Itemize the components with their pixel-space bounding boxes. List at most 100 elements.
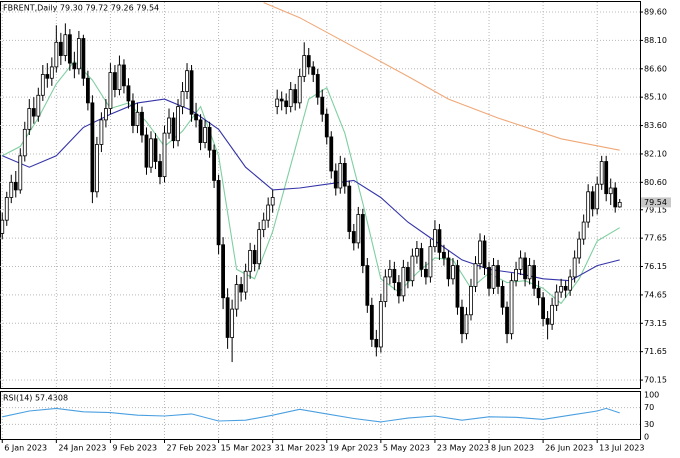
candle-body: [446, 257, 451, 280]
candle-body: [194, 113, 198, 121]
candle-body: [320, 96, 325, 115]
y-tick-label: 73.15: [644, 319, 667, 328]
candle-body: [360, 214, 365, 266]
candle-body: [297, 75, 302, 104]
candle-body: [212, 149, 216, 181]
y-tick-label: 80.60: [644, 178, 667, 187]
candle-body: [275, 98, 280, 108]
candle-body: [523, 257, 527, 280]
candle-body: [509, 280, 514, 335]
candle-body: [586, 191, 591, 223]
main-frame: [0, 1, 641, 389]
candle-body: [90, 102, 95, 193]
candle-body: [27, 108, 32, 130]
candle-body: [45, 74, 50, 79]
rsi-tick-label: 30: [644, 420, 654, 429]
candle-body: [374, 338, 379, 348]
candle-body: [225, 297, 230, 338]
candle-body: [613, 187, 618, 208]
candle-body: [392, 268, 397, 284]
candle-body: [559, 285, 564, 293]
candle-body: [478, 240, 482, 265]
candle-body: [369, 304, 374, 340]
candle-body: [67, 34, 72, 64]
candle-body: [284, 100, 289, 108]
candle-body: [514, 268, 518, 282]
candle-body: [171, 117, 176, 142]
candle-body: [40, 74, 45, 96]
x-tick-label: 13 Jul 2023: [599, 444, 644, 453]
y-tick-label: 82.10: [644, 149, 667, 158]
candle-body: [230, 308, 235, 338]
candle-body: [387, 268, 392, 278]
rsi-frame: [0, 391, 641, 440]
candle-body: [135, 111, 140, 126]
candle-body: [505, 306, 509, 335]
candle-body: [469, 285, 473, 316]
y-tick-label: 77.65: [644, 234, 667, 243]
y-tick-label: 85.10: [644, 93, 667, 102]
candle-body: [487, 267, 491, 289]
candle-body: [311, 66, 316, 75]
candle-body: [451, 265, 455, 280]
candle-body: [0, 219, 5, 234]
candle-body: [266, 204, 271, 221]
candle-body: [108, 72, 113, 109]
chart-title: FBRENT,Daily 79.30 79.72 79.26 79.54: [3, 4, 159, 13]
x-tick-label: 19 Apr 2023: [329, 444, 378, 453]
candle-body: [410, 255, 415, 282]
candle-body: [104, 108, 108, 121]
candle-body: [329, 136, 334, 172]
x-tick-label: 9 Feb 2023: [112, 444, 157, 453]
y-tick-label: 74.65: [644, 290, 667, 299]
candle-body: [279, 98, 284, 102]
candle-body: [496, 265, 500, 287]
candle-body: [302, 55, 307, 77]
candle-body: [31, 108, 36, 117]
y-tick-label: 88.10: [644, 36, 667, 45]
x-tick-label: 26 Jun 2023: [545, 444, 593, 453]
x-tick-label: 15 Mar 2023: [221, 444, 272, 453]
x-tick-label: 6 Jan 2023: [4, 444, 47, 453]
last-price-box: [641, 197, 671, 208]
candle-body: [433, 229, 437, 248]
candle-body: [63, 34, 68, 56]
candle-body: [198, 119, 203, 143]
candle-body: [356, 214, 361, 244]
candle-body: [216, 180, 221, 246]
last-price-label: 79.54: [644, 198, 667, 207]
rsi-title: RSI(14) 57.4308: [3, 394, 68, 403]
candle-body: [541, 297, 545, 319]
candle-body: [545, 318, 550, 325]
candle-body: [36, 94, 41, 117]
y-tick-label: 86.60: [644, 64, 667, 73]
y-tick-label: 71.65: [644, 347, 667, 356]
candle-body: [140, 111, 144, 136]
candle-body: [527, 265, 532, 280]
candle-body: [22, 128, 27, 157]
candle-body: [76, 38, 81, 70]
candle-body: [338, 163, 343, 189]
rsi-line: [2, 407, 620, 423]
candle-body: [81, 38, 86, 79]
candle-body: [18, 155, 23, 191]
candle-body: [324, 113, 329, 138]
candle-body: [189, 70, 194, 115]
candle-body: [365, 265, 370, 306]
candle-body: [99, 119, 104, 145]
candle-body: [162, 132, 167, 178]
candle-body: [482, 240, 487, 268]
candle-body: [203, 127, 207, 143]
candle-body: [572, 257, 577, 278]
candle-body: [13, 181, 18, 191]
candle-body: [518, 257, 523, 270]
candle-body: [455, 265, 460, 308]
x-tick-label: 31 Mar 2023: [275, 444, 326, 453]
candle-body: [144, 134, 149, 168]
candle-body: [604, 161, 609, 195]
x-tick-label: 5 May 2023: [383, 444, 430, 453]
candle-body: [122, 64, 126, 87]
candle-body: [401, 267, 406, 297]
candle-body: [248, 250, 253, 272]
